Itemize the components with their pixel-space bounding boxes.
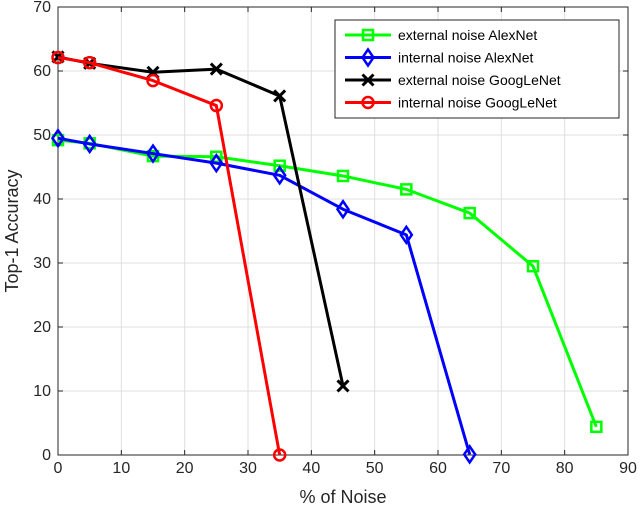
data-point (400, 183, 413, 196)
y-tick-label: 60 (33, 63, 51, 80)
legend-marker (360, 47, 376, 68)
y-tick-label: 40 (33, 191, 51, 208)
ticks (57, 6, 629, 456)
data-point (209, 62, 223, 76)
legend-label: internal noise AlexNet (398, 50, 534, 66)
y-tick-label: 30 (33, 255, 51, 272)
data-point (272, 165, 287, 186)
x-tick-label: 80 (556, 460, 574, 477)
series-line (57, 136, 472, 455)
y-axis-title: Top-1 Accuracy (2, 169, 22, 292)
series-2 (50, 127, 477, 465)
data-point (273, 159, 286, 172)
series-layer (50, 50, 603, 465)
legend-item: internal noise AlexNet (345, 47, 534, 68)
data-point (209, 98, 224, 113)
legend-marker (361, 73, 375, 87)
x-tick-label: 40 (302, 460, 320, 477)
y-tick-label: 20 (33, 319, 51, 336)
legend-item: external noise GoogLeNet (345, 72, 561, 88)
x-tick-label: 70 (492, 460, 510, 477)
series-line (57, 56, 282, 456)
data-point (146, 73, 160, 88)
data-point (336, 169, 350, 183)
data-point (273, 89, 287, 103)
legend: external noise AlexNet internal noise Ale… (334, 19, 620, 119)
x-tick-label: 60 (429, 460, 447, 477)
legend-label: internal noise GoogLeNet (398, 95, 557, 111)
y-tick-label: 70 (33, 0, 51, 16)
legend-label: external noise GoogLeNet (398, 72, 561, 88)
x-tick-label: 30 (239, 460, 257, 477)
data-point (209, 152, 224, 174)
legend-marker (361, 28, 375, 42)
data-point (590, 420, 603, 434)
data-point (399, 224, 414, 246)
plot-frame (57, 6, 629, 456)
y-tick-label: 0 (42, 447, 51, 464)
data-point (462, 444, 477, 465)
x-tick-label: 0 (54, 460, 63, 477)
x-tick-label: 90 (619, 460, 637, 477)
legend-marker (361, 95, 375, 110)
data-point (335, 199, 351, 220)
series-4 (51, 50, 287, 462)
legend-item: external noise AlexNet (345, 27, 537, 43)
x-tick-label: 50 (366, 460, 384, 477)
tick-labels: 0 10 20 30 40 50 60 70 80 90 0 10 20 30 40 50 60 70 (33, 0, 637, 477)
data-point (336, 379, 350, 393)
data-point (526, 259, 540, 273)
data-point (50, 127, 66, 149)
x-axis-title: % of Noise (299, 487, 386, 507)
data-point (272, 448, 287, 462)
data-point (463, 206, 476, 220)
data-point (145, 143, 161, 164)
x-tick-label: 20 (176, 460, 194, 477)
data-point (82, 133, 97, 155)
x-tick-label: 10 (112, 460, 130, 477)
data-point (51, 50, 65, 65)
y-tick-label: 50 (33, 127, 51, 144)
legend-label: external noise AlexNet (398, 27, 537, 43)
data-point (82, 55, 97, 70)
legend-item: internal noise GoogLeNet (345, 95, 557, 111)
y-tick-label: 10 (33, 383, 51, 400)
